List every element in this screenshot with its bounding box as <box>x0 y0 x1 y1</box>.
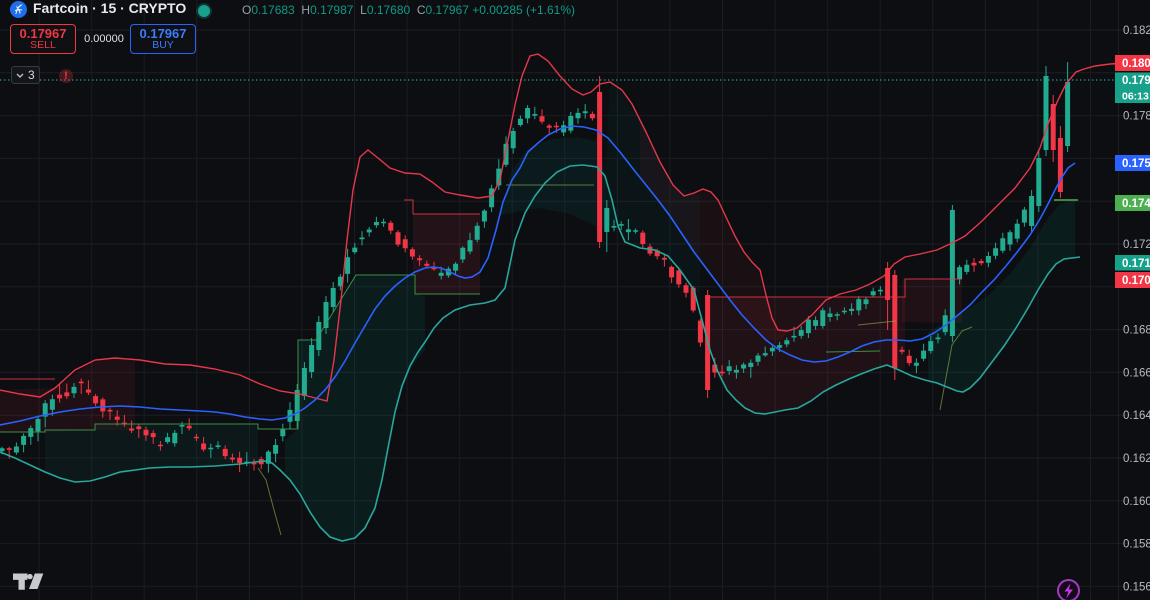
svg-text:0.172: 0.172 <box>1123 239 1150 251</box>
svg-text:0.174: 0.174 <box>1122 198 1150 210</box>
svg-text:0.182: 0.182 <box>1123 25 1150 37</box>
svg-text:0.179: 0.179 <box>1122 75 1150 87</box>
svg-text:0.166: 0.166 <box>1123 367 1150 379</box>
svg-text:0.180: 0.180 <box>1122 58 1150 70</box>
svg-text:0.168: 0.168 <box>1123 325 1150 337</box>
svg-text:0.178: 0.178 <box>1123 111 1150 123</box>
svg-text:0.158: 0.158 <box>1123 539 1150 551</box>
svg-text:0.175: 0.175 <box>1122 158 1150 170</box>
svg-text:0.170: 0.170 <box>1122 275 1150 287</box>
svg-text:06:13: 06:13 <box>1122 90 1149 102</box>
svg-text:0.162: 0.162 <box>1123 453 1150 465</box>
svg-text:0.156: 0.156 <box>1123 581 1150 593</box>
svg-text:0.164: 0.164 <box>1123 410 1150 422</box>
svg-text:0.171: 0.171 <box>1122 258 1150 270</box>
svg-text:0.160: 0.160 <box>1123 496 1150 508</box>
